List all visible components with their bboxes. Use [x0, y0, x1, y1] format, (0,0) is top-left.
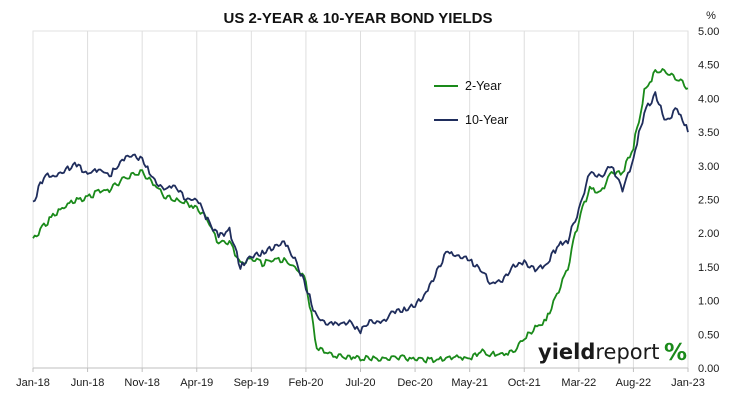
x-axis-ticks: Jan-18 Jun-18 Nov-18 Apr-19 Sep-19 Feb-20 Jul-…	[16, 368, 705, 389]
logo-percent-mark: %	[664, 340, 687, 366]
legend-label-10-year: 10-Year	[465, 113, 508, 127]
x-tick-label: Feb-20	[288, 377, 323, 389]
vertical-gridlines	[87, 31, 689, 368]
legend-label-2-year: 2-Year	[465, 79, 501, 93]
series-line-10-year	[32, 91, 689, 335]
y-tick-label: 0.50	[698, 329, 719, 341]
x-tick-label: Dec-20	[397, 377, 432, 389]
x-tick-label: Jan-23	[671, 377, 705, 389]
x-tick-label: Mar-22	[561, 377, 596, 389]
x-tick-label: Jul-20	[346, 377, 376, 389]
series-lines	[32, 68, 689, 364]
y-tick-label: 1.00	[698, 296, 719, 308]
y-tick-label: 0.00	[698, 363, 719, 375]
y-axis-ticks: 0.00 0.50 1.00 1.50 2.00 2.50 3.00 3.50 4.00 4.50…	[698, 26, 719, 375]
y-tick-label: 4.00	[698, 93, 719, 105]
legend: 2-Year 10-Year	[434, 79, 508, 127]
x-tick-label: Jan-18	[16, 377, 50, 389]
x-tick-label: Jun-18	[71, 377, 105, 389]
y-tick-label: 4.50	[698, 60, 719, 72]
y-tick-label: 2.50	[698, 195, 719, 207]
x-tick-label: May-21	[451, 377, 488, 389]
x-tick-label: Nov-18	[124, 377, 159, 389]
x-tick-label: Oct-21	[508, 377, 541, 389]
y-tick-label: 5.00	[698, 26, 719, 38]
logo-report: report	[595, 340, 659, 364]
y-tick-label: 1.50	[698, 262, 719, 274]
y-tick-label: 3.50	[698, 127, 719, 139]
logo-yield: yield	[538, 340, 595, 364]
y-tick-label: 2.00	[698, 228, 719, 240]
x-tick-label: Sep-19	[234, 377, 269, 389]
x-tick-label: Aug-22	[616, 377, 651, 389]
series-line-2-year	[32, 68, 689, 364]
chart-title: US 2-YEAR & 10-YEAR BOND YIELDS	[224, 10, 493, 27]
yieldreport-logo: yieldreport %	[538, 340, 687, 366]
y-axis-unit: %	[706, 10, 716, 22]
logo-percent: %	[664, 340, 687, 366]
logo-text: yieldreport	[538, 340, 660, 364]
x-tick-label: Apr-19	[180, 377, 213, 389]
y-tick-label: 3.00	[698, 161, 719, 173]
